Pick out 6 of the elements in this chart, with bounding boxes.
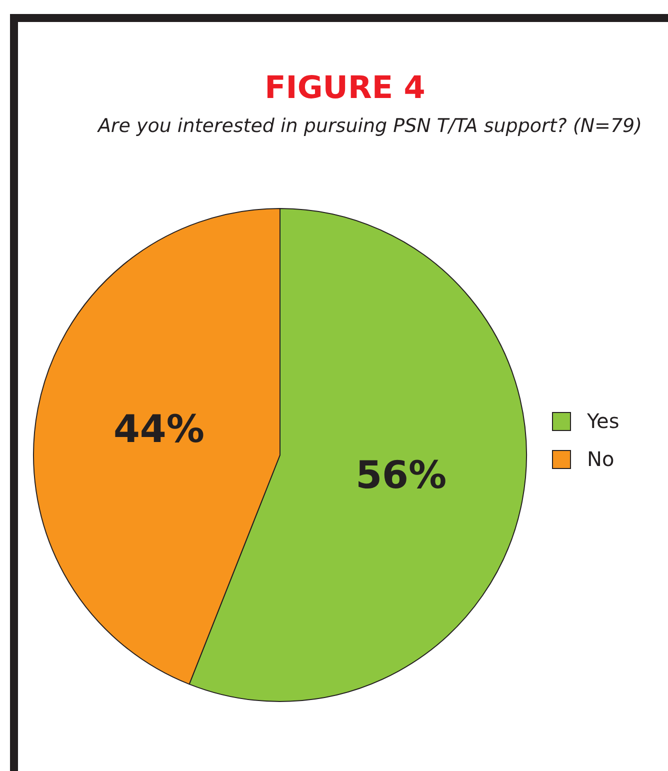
legend-label: Yes: [587, 409, 620, 433]
chart-subtitle: Are you interested in pursuing PSN T/TA support? (N=79): [96, 114, 644, 139]
chart-title: FIGURE 4: [264, 70, 426, 106]
data-label: 56%: [356, 452, 447, 497]
legend-label: No: [587, 447, 614, 471]
data-label: 44%: [113, 406, 204, 451]
